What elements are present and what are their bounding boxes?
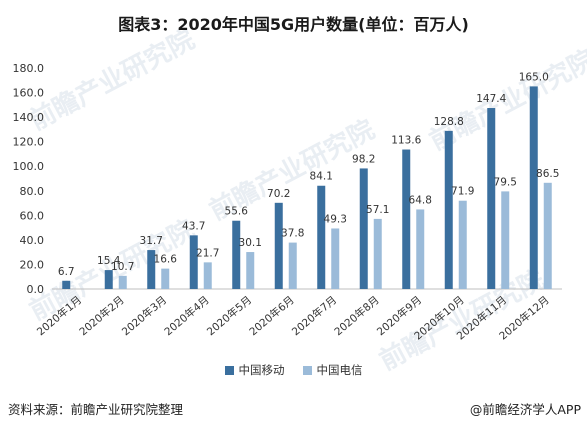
bar-china-mobile (444, 130, 453, 289)
bar-china-telecom (161, 268, 170, 289)
bar-china-telecom (501, 191, 510, 289)
x-tick-label: 2020年6月 (247, 293, 297, 338)
y-tick-label: 160.0 (13, 87, 45, 100)
x-tick-label: 2020年8月 (332, 293, 382, 338)
bar-china-telecom (416, 209, 425, 289)
data-label-china-mobile: 70.2 (267, 188, 290, 200)
chart-title: 图表3：2020年中国5G用户数量(单位：百万人) (118, 15, 469, 34)
credit-note: @前瞻经济学人APP (469, 402, 581, 417)
bar-china-mobile (104, 270, 113, 289)
y-tick-label: 120.0 (13, 136, 45, 149)
y-tick-label: 180.0 (13, 62, 45, 75)
data-label-china-telecom: 21.7 (196, 247, 219, 259)
legend-item-china-telecom: 中国电信 (302, 362, 363, 378)
data-label-china-telecom: 64.8 (409, 194, 432, 206)
chart-legend: 中国移动 中国电信 (0, 362, 587, 378)
data-label-china-mobile: 84.1 (310, 171, 333, 183)
data-label-china-mobile: 15.4 (97, 255, 121, 267)
legend-label-china-mobile: 中国移动 (238, 363, 285, 377)
bar-china-mobile (189, 235, 198, 289)
data-label-china-mobile: 165.0 (519, 71, 549, 83)
bar-china-mobile (529, 86, 538, 290)
data-label-china-telecom: 86.5 (536, 168, 559, 180)
y-tick-label: 0.0 (27, 283, 45, 296)
source-note: 资料来源：前瞻产业研究院整理 (8, 402, 184, 417)
data-label-china-telecom: 57.1 (366, 204, 389, 216)
data-label-china-mobile: 98.2 (352, 153, 375, 165)
bar-china-telecom (203, 262, 212, 289)
x-tick-label: 2020年2月 (77, 293, 127, 338)
bar-china-mobile (317, 185, 326, 289)
bar-china-mobile (232, 220, 241, 289)
data-label-china-mobile: 147.4 (476, 93, 506, 105)
bar-china-telecom (373, 218, 382, 289)
data-label-china-telecom: 30.1 (239, 237, 262, 249)
data-label-china-telecom: 37.8 (281, 228, 304, 240)
bar-china-mobile (62, 280, 71, 289)
legend-swatch-china-telecom (302, 365, 312, 375)
bar-china-telecom (331, 228, 340, 289)
x-tick-label: 2020年7月 (289, 293, 339, 338)
y-tick-label: 80.0 (20, 185, 45, 198)
x-tick-label: 2020年4月 (162, 293, 212, 338)
bar-china-mobile (402, 149, 411, 289)
data-label-china-telecom: 49.3 (324, 213, 347, 225)
data-label-china-mobile: 113.6 (391, 135, 421, 147)
data-label-china-mobile: 55.6 (225, 206, 249, 218)
legend-label-china-telecom: 中国电信 (316, 363, 363, 377)
legend-swatch-china-mobile (224, 365, 234, 375)
data-label-china-mobile: 6.7 (58, 266, 75, 278)
bar-china-mobile (359, 168, 368, 289)
bar-china-telecom (543, 182, 552, 289)
data-label-china-telecom: 79.5 (494, 176, 517, 188)
data-label-china-telecom: 16.6 (154, 254, 178, 266)
y-tick-label: 140.0 (13, 111, 45, 124)
bar-china-mobile (487, 108, 496, 289)
data-label-china-telecom: 10.7 (111, 261, 134, 273)
data-label-china-mobile: 128.8 (434, 116, 464, 128)
bar-china-telecom (118, 275, 127, 289)
x-tick-label: 2020年5月 (204, 293, 254, 338)
bar-china-telecom (288, 242, 297, 289)
x-tick-label: 2020年3月 (119, 293, 169, 338)
data-label-china-mobile: 43.7 (182, 220, 205, 232)
data-label-china-telecom: 71.9 (451, 186, 474, 198)
y-tick-label: 60.0 (20, 209, 45, 222)
y-tick-label: 40.0 (20, 234, 45, 247)
data-label-china-mobile: 31.7 (140, 235, 163, 247)
bar-china-mobile (147, 250, 156, 289)
y-tick-label: 20.0 (20, 258, 45, 271)
x-tick-label: 2020年1月 (34, 293, 84, 338)
bar-china-telecom (458, 200, 467, 289)
legend-item-china-mobile: 中国移动 (224, 362, 285, 378)
y-tick-label: 100.0 (13, 160, 45, 173)
bar-china-mobile (274, 202, 283, 289)
bar-china-telecom (246, 252, 255, 289)
